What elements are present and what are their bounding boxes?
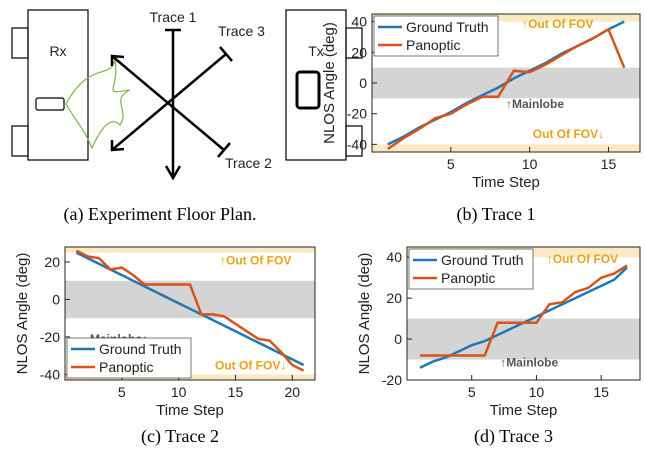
trace-label: Trace 2	[225, 155, 272, 171]
trace-end	[219, 46, 233, 62]
y-tick-label: -40	[347, 136, 367, 152]
x-tick-label: 10	[171, 384, 187, 400]
arrow	[164, 165, 182, 181]
annotation: ↑Out Of FOV	[547, 252, 618, 266]
series-line	[387, 27, 626, 150]
x-axis-label: Time Step	[156, 402, 224, 419]
x-tick-label: 15	[601, 156, 617, 172]
arrow	[110, 140, 125, 152]
x-tick-label: 10	[522, 156, 538, 172]
plot-frame	[64, 246, 316, 381]
y-tick-label: 0	[394, 331, 402, 347]
x-axis-label: Time Step	[490, 402, 558, 419]
y-tick-label: -20	[347, 106, 367, 122]
caption: (b) Trace 1	[457, 204, 536, 225]
y-tick-label: -20	[40, 329, 60, 345]
x-tick-label: 10	[529, 384, 545, 400]
legend-box	[373, 15, 499, 57]
y-tick-label: 20	[386, 290, 402, 306]
router-icon	[35, 97, 65, 111]
legend-label: Ground Truth	[441, 252, 524, 268]
annotation: ↑Out Of FOV	[220, 253, 291, 267]
rx-label: Rx	[49, 43, 66, 59]
band	[407, 318, 640, 360]
y-axis-label: NLOS Angle (deg)	[356, 253, 373, 375]
band	[372, 14, 640, 22]
rx-box	[27, 9, 89, 161]
x-axis-label: Time Step	[472, 174, 540, 191]
band	[65, 247, 315, 253]
x-tick-label: 5	[118, 384, 126, 400]
series-line	[419, 264, 628, 357]
phone-icon	[295, 70, 321, 110]
antenna-pattern	[65, 59, 131, 150]
legend-box	[66, 337, 192, 379]
annotation: ↑Mainlobe	[500, 356, 558, 370]
tx-part	[345, 125, 363, 157]
caption: (d) Trace 3	[474, 426, 553, 447]
trace-label: Trace 3	[218, 23, 265, 39]
x-tick-label: 20	[284, 384, 300, 400]
legend-label: Ground Truth	[406, 19, 489, 35]
annotation: ↑Mainlobe	[506, 97, 564, 111]
y-tick-label: 0	[52, 291, 60, 307]
rx-part	[11, 125, 29, 157]
y-tick-label: 20	[44, 254, 60, 270]
plot-frame	[371, 13, 641, 153]
legend-label: Panoptic	[441, 270, 495, 286]
tx-label: Tx	[308, 43, 324, 59]
y-tick-label: -20	[382, 372, 402, 388]
legend-label: Panoptic	[99, 359, 153, 375]
floor-plan	[11, 9, 363, 181]
y-tick-label: 20	[351, 44, 367, 60]
legend-label: Panoptic	[406, 37, 460, 53]
y-axis-label: NLOS Angle (deg)	[321, 22, 338, 144]
series-line	[75, 249, 305, 372]
legend-label: Ground Truth	[99, 341, 182, 357]
rx-part	[11, 27, 29, 59]
trace-end	[217, 142, 231, 158]
y-tick-label: 40	[351, 14, 367, 30]
trace-line	[111, 53, 227, 151]
arrow	[110, 54, 125, 66]
y-axis-label: NLOS Angle (deg)	[14, 253, 31, 375]
plot-frame	[406, 246, 641, 381]
y-tick-label: -40	[40, 366, 60, 382]
band	[372, 144, 640, 152]
x-tick-label: 15	[593, 384, 609, 400]
x-tick-label: 5	[447, 156, 455, 172]
annotation: Out Of FOV↓	[215, 358, 286, 372]
annotation: ↑Out Of FOV	[522, 17, 593, 31]
annotation: Out Of FOV↓	[533, 127, 604, 141]
y-tick-label: 40	[386, 249, 402, 265]
y-tick-label: 0	[359, 75, 367, 91]
x-tick-label: 15	[228, 384, 244, 400]
x-tick-label: 5	[468, 384, 476, 400]
legend-box	[408, 248, 534, 290]
series-line	[75, 251, 305, 367]
caption: (c) Trace 2	[141, 426, 219, 447]
tx-part	[345, 27, 363, 59]
trace-label: Trace 1	[150, 9, 197, 25]
caption: (a) Experiment Floor Plan.	[64, 204, 257, 225]
